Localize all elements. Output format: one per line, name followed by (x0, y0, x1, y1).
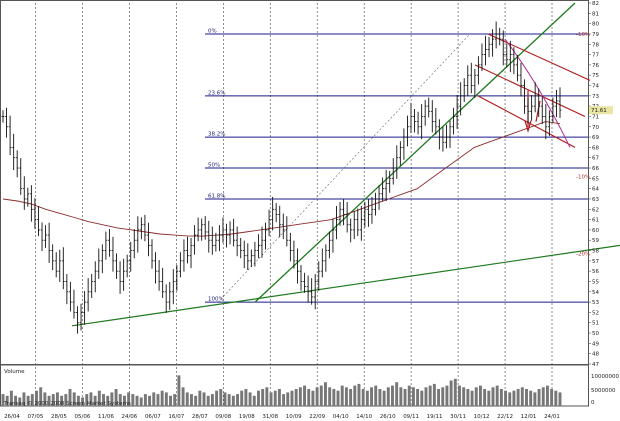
y-tick-label: 68 (592, 145, 599, 151)
volume-axis-label: 10000000 (591, 374, 619, 380)
y-tick-label: 82 (592, 1, 599, 7)
x-tick-label: 10/09 (286, 414, 302, 420)
x-tick-label: 26/10 (380, 414, 396, 420)
y-tick-label: 65 (592, 176, 599, 182)
y-tick-label: 79 (592, 32, 599, 38)
y-tick-label: 63 (592, 197, 599, 203)
x-tick-label: 06/07 (145, 414, 161, 420)
fib-level-label: 23.6% (208, 90, 225, 96)
y-tick-label: 70 (592, 125, 599, 131)
x-tick-label: 19/08 (239, 414, 255, 420)
y-tick-label: 58 (592, 249, 599, 255)
y-tick-label: 55 (592, 279, 599, 285)
last-price-marker (589, 106, 613, 115)
x-tick-label: 12/01 (521, 414, 537, 420)
volume-axis-label: 0 (591, 400, 595, 406)
channel-lower-line (477, 95, 576, 148)
red-arrow-shaft-2 (535, 100, 541, 122)
x-tick-label: 28/07 (192, 414, 208, 420)
volume-axis-label: 5000000 (591, 388, 616, 394)
y-tick-label: 71 (592, 114, 599, 120)
x-tick-label: 24/06 (121, 414, 137, 420)
red-arrow-head (524, 120, 532, 134)
y-tick-label: 53 (592, 300, 599, 306)
y-tick-label: 81 (592, 11, 599, 17)
y-tick-label: 66 (592, 166, 599, 172)
y-tick-label: 61 (592, 218, 599, 224)
x-tick-label: 31/08 (262, 414, 278, 420)
y-tick-label: 57 (592, 259, 599, 265)
y-tick-label: 77 (592, 53, 599, 59)
x-tick-label: 22/12 (497, 414, 513, 420)
y-tick-label: 64 (592, 187, 599, 193)
copyright-text: Transaq © 2000-2008 Screen Market System… (3, 400, 131, 407)
y-tick-label: 67 (592, 156, 599, 162)
x-tick-label: 22/09 (309, 414, 325, 420)
y-tick-label: 51 (592, 321, 599, 327)
last-price-label: 71.61 (591, 108, 607, 114)
y-tick-label: 75 (592, 73, 599, 79)
y-tick-label: 49 (592, 341, 599, 347)
x-tick-label: 11/06 (98, 414, 114, 420)
y-tick-label: 54 (592, 290, 599, 296)
fib-level-label: 61.8% (208, 193, 225, 199)
y-tick-label: 52 (592, 310, 599, 316)
volume-panel (0, 364, 589, 407)
volume-label: Volume (4, 369, 25, 375)
fib-level-label: 100% (208, 297, 224, 303)
x-tick-label: 14/10 (356, 414, 372, 420)
y-tick-label: 80 (592, 22, 599, 28)
fib-level-label: 38.2% (208, 132, 225, 138)
y-tick-label: 56 (592, 269, 599, 275)
y-tick-label: 73 (592, 94, 599, 100)
y-tick-label: 50 (592, 331, 599, 337)
fib-level-label: 50% (208, 163, 220, 169)
x-tick-label: 04/10 (333, 414, 349, 420)
y-tick-label: 78 (592, 42, 599, 48)
channel-upper-line (487, 33, 591, 81)
x-tick-label: 24/01 (544, 414, 560, 420)
y-tick-label: 60 (592, 228, 599, 234)
channel-middle-line (474, 64, 586, 117)
x-tick-label: 19/11 (427, 414, 443, 420)
x-tick-label: 07/05 (28, 414, 44, 420)
y-tick-label: 62 (592, 207, 599, 213)
y-tick-label: 47 (592, 362, 599, 368)
y-tick-label: 74 (592, 84, 599, 90)
fib-level-label: 0% (208, 28, 217, 34)
x-tick-label: 05/06 (75, 414, 91, 420)
long-term-trendline (71, 244, 620, 327)
x-tick-label: 26/04 (4, 414, 20, 420)
steep-trendline (254, 2, 576, 303)
x-tick-label: 16/07 (168, 414, 184, 420)
percent-label: -10% (576, 174, 590, 180)
x-tick-label: 10/12 (474, 414, 490, 420)
x-tick-label: 28/05 (51, 414, 67, 420)
x-tick-label: 09/11 (403, 414, 419, 420)
x-tick-label: 30/11 (450, 414, 466, 420)
y-tick-label: 48 (592, 352, 599, 358)
y-tick-label: 69 (592, 135, 599, 141)
x-tick-label: 09/08 (215, 414, 231, 420)
dashed-trendline (217, 33, 471, 303)
percent-label: -20% (576, 252, 590, 258)
y-tick-label: 76 (592, 63, 599, 69)
y-tick-label: 59 (592, 238, 599, 244)
moving-average-line (2, 121, 561, 237)
top-percent-label: -10% (576, 32, 590, 38)
